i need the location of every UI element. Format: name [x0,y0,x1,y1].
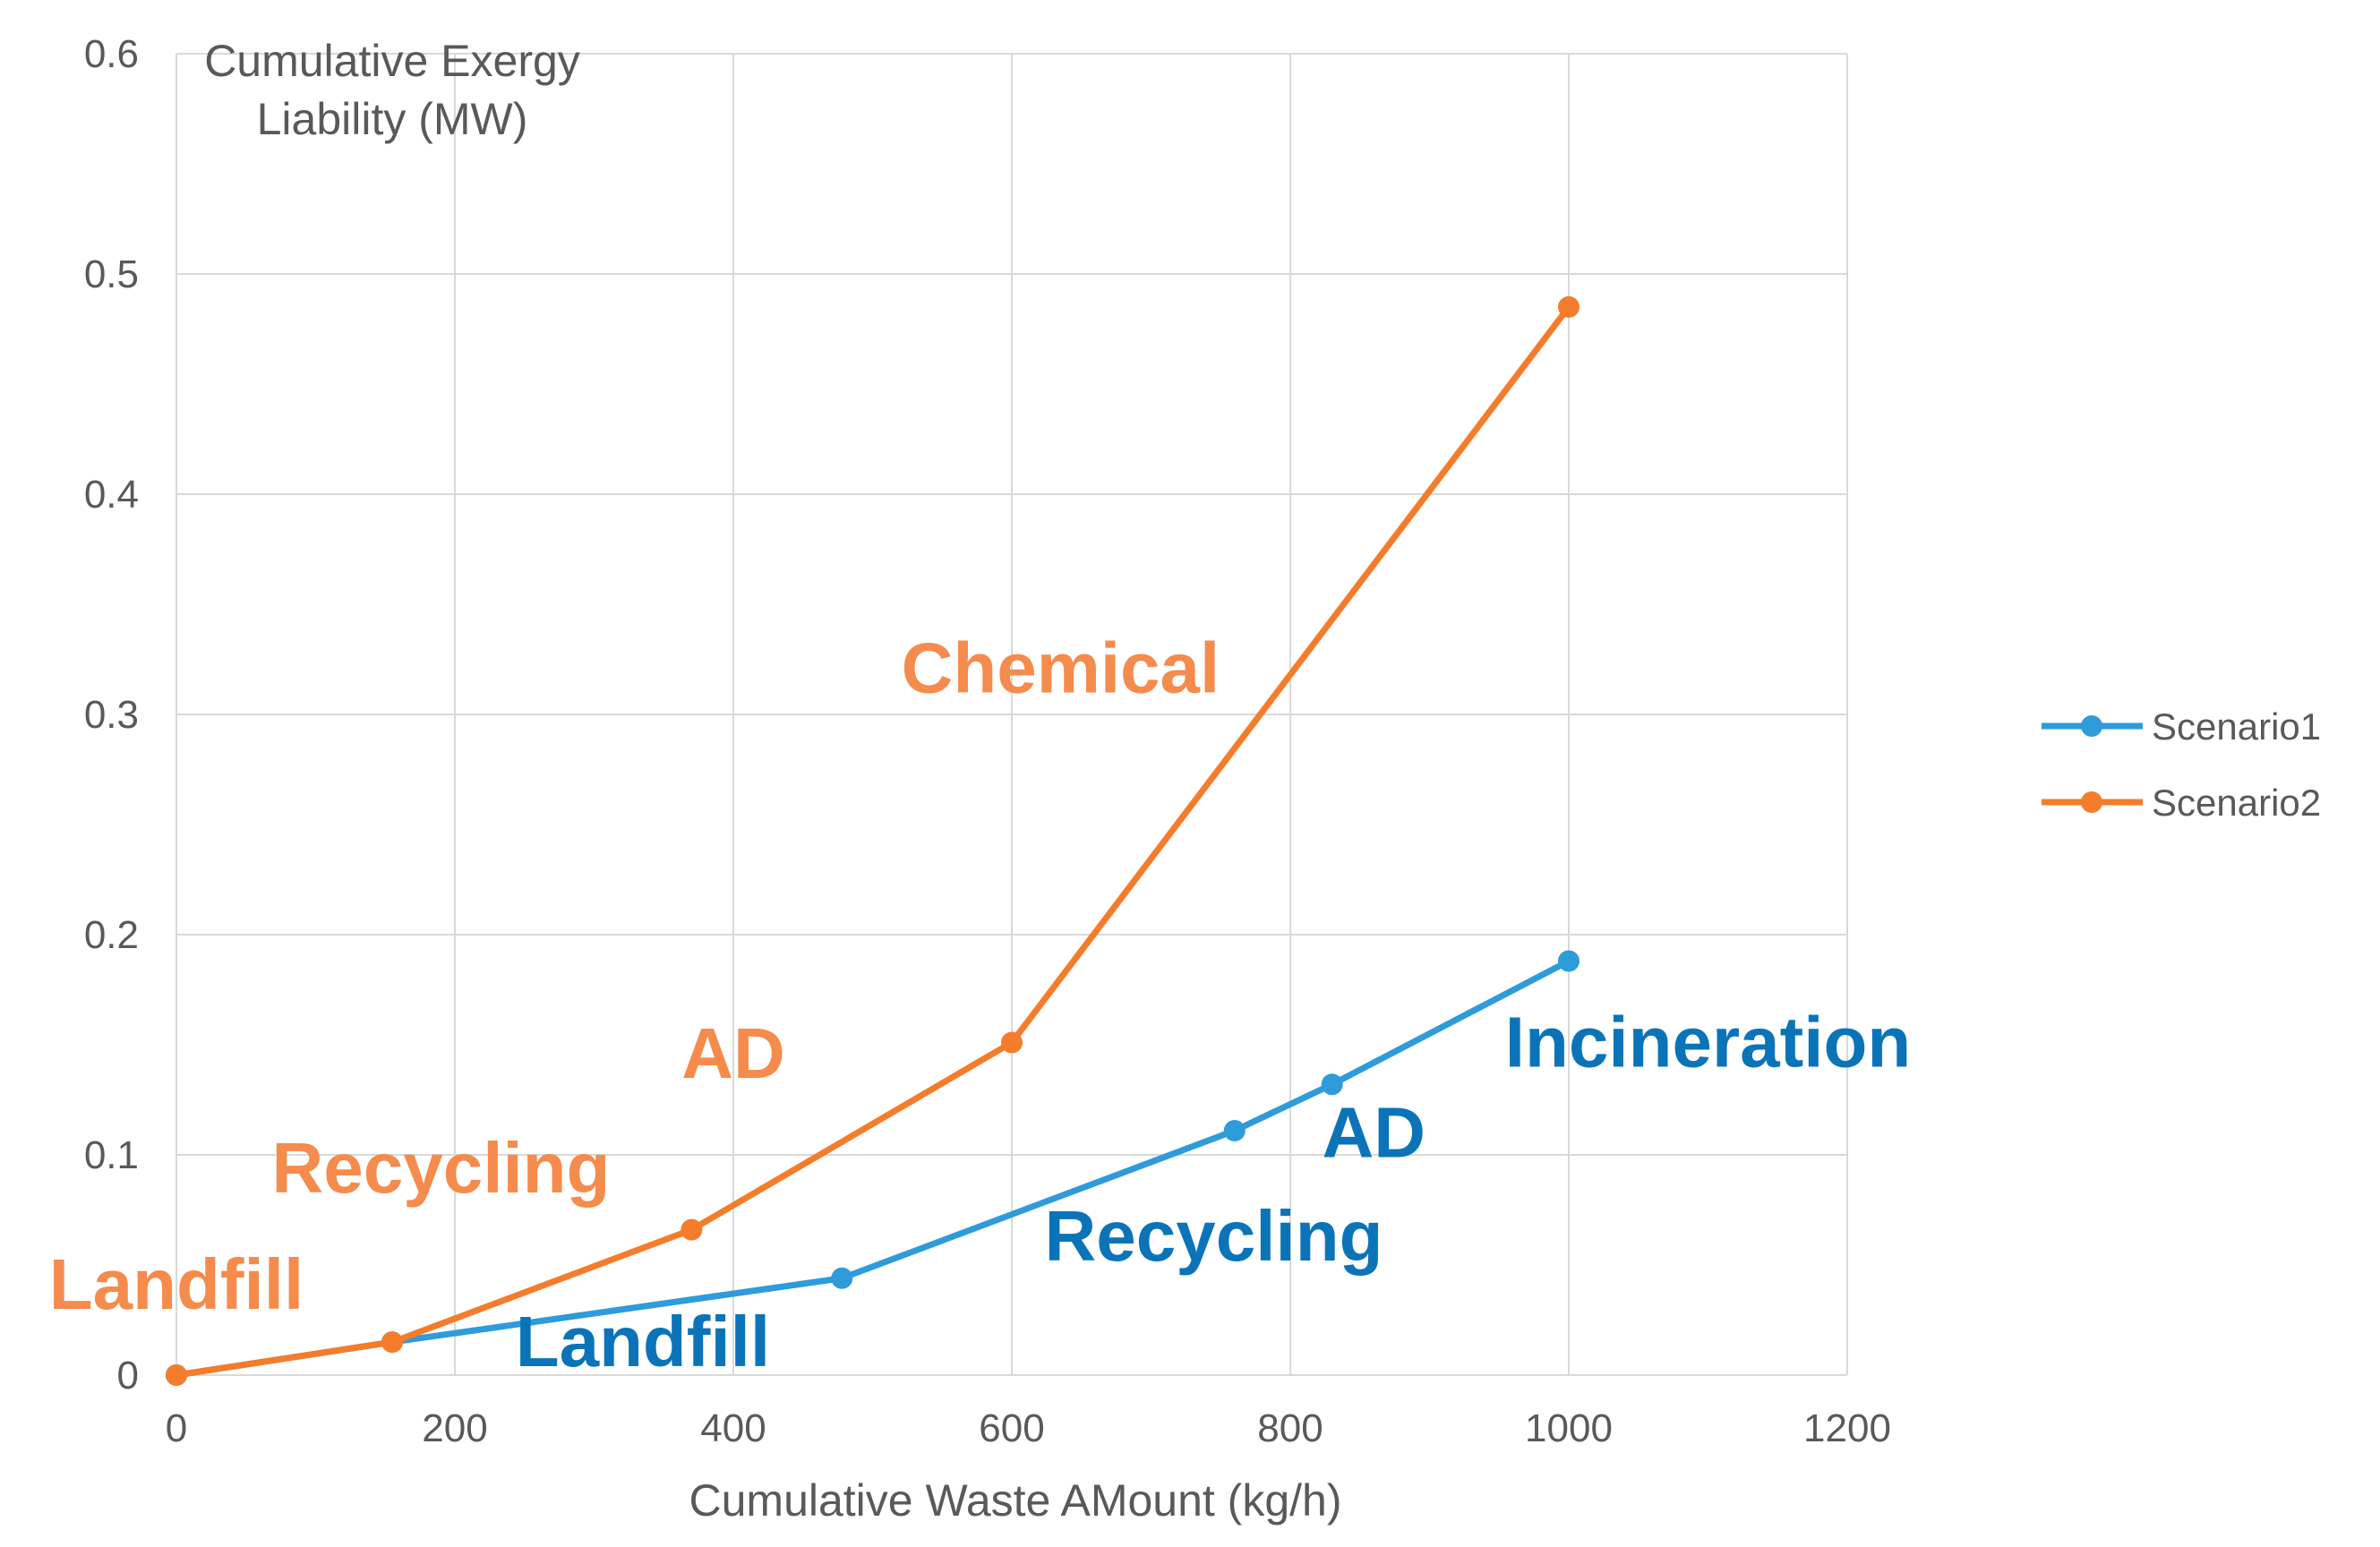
y-axis-title-line-2: Liability (MW) [257,94,528,144]
scenario1-point [831,1267,853,1289]
x-tick-label: 1000 [1525,1406,1613,1450]
scenario2-point [1001,1031,1023,1054]
annotation-scenario2-recycling: Recycling [271,1128,610,1208]
x-axis-title: Cumulative Waste AMount (kg/h) [689,1475,1342,1526]
axes [176,54,1847,1376]
annotation-scenario1-recycling: Recycling [1045,1196,1383,1276]
annotations: Landfill Recycling AD Chemical Landfill Recyc… [49,628,1911,1381]
y-tick-label: 0.4 [84,473,139,517]
scenario2-point [166,1364,187,1386]
x-tick-labels: 0 200 400 600 800 1000 1200 [166,1406,1891,1450]
annotation-scenario1-landfill: Landfill [516,1302,770,1381]
legend: Scenario1 Scenario2 [2042,705,2321,824]
annotation-scenario2-ad: AD [681,1013,785,1093]
annotation-scenario2-chemical: Chemical [902,628,1220,707]
legend-scenario1-marker [2081,715,2102,737]
y-tick-label: 0.1 [84,1133,139,1177]
x-tick-label: 600 [979,1406,1044,1450]
annotation-scenario1-incineration: Incineration [1505,1003,1911,1082]
legend-scenario1-label: Scenario1 [2152,705,2321,748]
annotation-scenario1-ad: AD [1323,1092,1426,1172]
gridlines [176,53,1848,1375]
x-tick-label: 400 [700,1406,766,1450]
legend-scenario2-label: Scenario2 [2152,782,2321,824]
x-tick-label: 0 [166,1406,187,1450]
scenario1-point [1321,1073,1343,1096]
x-tick-label: 1200 [1803,1406,1891,1450]
x-tick-label: 200 [422,1406,487,1450]
scenario2-point [381,1331,404,1354]
series-lines [166,295,1580,1386]
scenario2-point [1558,295,1580,318]
y-tick-labels: 0 0.1 0.2 0.3 0.4 0.5 0.6 [84,32,139,1397]
y-tick-label: 0 [117,1354,139,1397]
legend-scenario2-marker [2081,791,2102,813]
scenario2-point [681,1218,703,1241]
y-tick-label: 0.3 [84,693,139,737]
y-tick-label: 0.2 [84,913,139,957]
scenario1-point [1223,1119,1246,1141]
annotation-scenario2-landfill: Landfill [49,1244,304,1324]
y-axis-title-line-1: Cumulative Exergy [204,36,580,86]
y-tick-label: 0.6 [84,32,139,76]
scenario1-point [1558,950,1580,972]
y-tick-label: 0.5 [84,252,139,296]
x-tick-label: 800 [1257,1406,1323,1450]
